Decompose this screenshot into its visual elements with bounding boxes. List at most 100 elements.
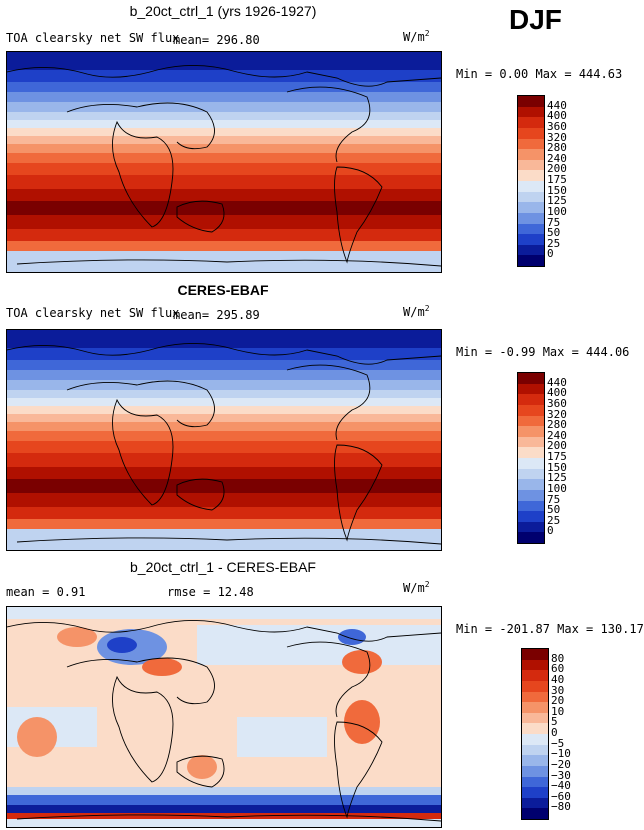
colorbar-segment	[518, 191, 544, 203]
colorbar-segment	[518, 170, 544, 181]
colorbar-tick-label: 25	[547, 513, 561, 527]
colorbar-tick-label: 60	[551, 662, 565, 676]
colorbar-segment	[522, 776, 548, 788]
panel-1-mean: mean= 296.80	[173, 33, 260, 47]
colorbar-tick-label: 125	[547, 471, 567, 485]
panel-1-title: b_20ct_ctrl_1 (yrs 1926-1927)	[129, 3, 317, 19]
panel-2-variable: TOA clearsky net SW flux	[6, 306, 180, 320]
colorbar-segment	[522, 723, 548, 734]
colorbar-segment	[518, 159, 544, 171]
colorbar-segment	[518, 244, 544, 256]
panel-1-variable: TOA clearsky net SW flux	[6, 31, 180, 45]
colorbar-segment	[522, 744, 548, 756]
season-label: DJF	[509, 4, 562, 35]
colorbar-tick-label: 240	[547, 151, 567, 165]
colorbar-segment	[518, 500, 544, 512]
colorbar-tick-label: 360	[547, 119, 567, 133]
colorbar-tick-label: 75	[547, 215, 561, 229]
colorbar-segment	[518, 394, 544, 405]
panel-1-map	[6, 51, 442, 273]
colorbar-segment	[522, 680, 548, 692]
colorbar-segment	[518, 447, 544, 458]
colorbar-tick-label: 150	[547, 460, 567, 474]
colorbar-tick-label: 30	[551, 683, 565, 697]
colorbar-segment	[518, 426, 544, 437]
colorbar-segment	[522, 670, 548, 681]
panel-3-field	[7, 607, 441, 827]
colorbar-tick-label: 440	[547, 375, 567, 389]
colorbar-tick-label: −60	[551, 789, 571, 803]
colorbar-tick-label: 150	[547, 183, 567, 197]
colorbar-segment	[518, 532, 544, 543]
colorbar-tick-label: 440	[547, 98, 567, 112]
colorbar-segment	[518, 96, 544, 107]
panel-2-field	[7, 330, 441, 550]
colorbar-tick-label: 125	[547, 194, 567, 208]
colorbar-tick-label: −20	[551, 757, 571, 771]
colorbar-segment	[522, 712, 548, 724]
colorbar-segment	[518, 127, 544, 139]
colorbar-segment	[518, 223, 544, 235]
colorbar-segment	[518, 404, 544, 416]
colorbar-segment	[522, 649, 548, 660]
panel-2-title: CERES-EBAF	[177, 282, 269, 298]
colorbar-segment	[522, 755, 548, 766]
panel-2-minmax: Min = -0.99 Max = 444.06	[456, 345, 630, 359]
colorbar-segment	[518, 521, 544, 533]
colorbar-tick-label: 360	[547, 396, 567, 410]
colorbar-tick-label: 10	[551, 704, 565, 718]
panel-3-units: W/m2	[403, 580, 430, 595]
panel-2-colorbar	[517, 372, 545, 544]
colorbar-segment	[518, 255, 544, 266]
colorbar-segment	[518, 106, 544, 118]
colorbar-segment	[518, 202, 544, 213]
panel-3-colorbar	[521, 648, 549, 820]
panel-2-units: W/m2	[403, 304, 430, 319]
colorbar-tick-label: 200	[547, 162, 567, 176]
colorbar-segment	[522, 734, 548, 745]
colorbar-segment	[522, 808, 548, 819]
colorbar-segment	[518, 468, 544, 480]
colorbar-tick-label: 100	[547, 204, 567, 218]
colorbar-segment	[522, 659, 548, 671]
colorbar-tick-label: 175	[547, 173, 567, 186]
colorbar-segment	[518, 181, 544, 192]
colorbar-tick-label: 25	[547, 236, 561, 250]
colorbar-tick-label: −5	[551, 736, 565, 750]
colorbar-tick-label: 20	[551, 694, 565, 708]
colorbar-tick-label: −80	[551, 800, 571, 814]
colorbar-segment	[522, 797, 548, 809]
colorbar-tick-label: 320	[547, 407, 567, 421]
colorbar-tick-label: 40	[551, 672, 565, 686]
colorbar-tick-label: 0	[547, 524, 554, 538]
panel-2-map	[6, 329, 442, 551]
panel-3-map	[6, 606, 442, 828]
panel-1-minmax: Min = 0.00 Max = 444.63	[456, 67, 623, 81]
colorbar-segment	[518, 212, 544, 224]
colorbar-segment	[518, 383, 544, 395]
colorbar-segment	[518, 138, 544, 150]
colorbar-segment	[522, 765, 548, 777]
colorbar-tick-label: 400	[547, 386, 567, 400]
colorbar-tick-label: 75	[547, 492, 561, 506]
colorbar-tick-label: −30	[551, 768, 571, 782]
colorbar-tick-label: −40	[551, 779, 571, 793]
colorbar-segment	[518, 373, 544, 384]
panel-1-units: W/m2	[403, 29, 430, 44]
colorbar-tick-label: 0	[547, 247, 554, 261]
colorbar-segment	[518, 479, 544, 490]
colorbar-tick-label: 200	[547, 439, 567, 453]
panel-3-title: b_20ct_ctrl_1 - CERES-EBAF	[130, 559, 316, 575]
colorbar-tick-label: 80	[551, 651, 565, 665]
colorbar-tick-label: 400	[547, 109, 567, 123]
colorbar-segment	[518, 234, 544, 245]
colorbar-segment	[518, 415, 544, 427]
colorbar-segment	[518, 436, 544, 448]
panel-3-rmse: rmse = 12.48	[167, 585, 254, 599]
colorbar-segment	[518, 489, 544, 501]
colorbar-tick-label: 240	[547, 428, 567, 442]
panel-3-mean: mean = 0.91	[6, 585, 86, 599]
panel-1-field	[7, 52, 441, 272]
colorbar-tick-label: 50	[547, 503, 561, 517]
colorbar-segment	[518, 458, 544, 469]
